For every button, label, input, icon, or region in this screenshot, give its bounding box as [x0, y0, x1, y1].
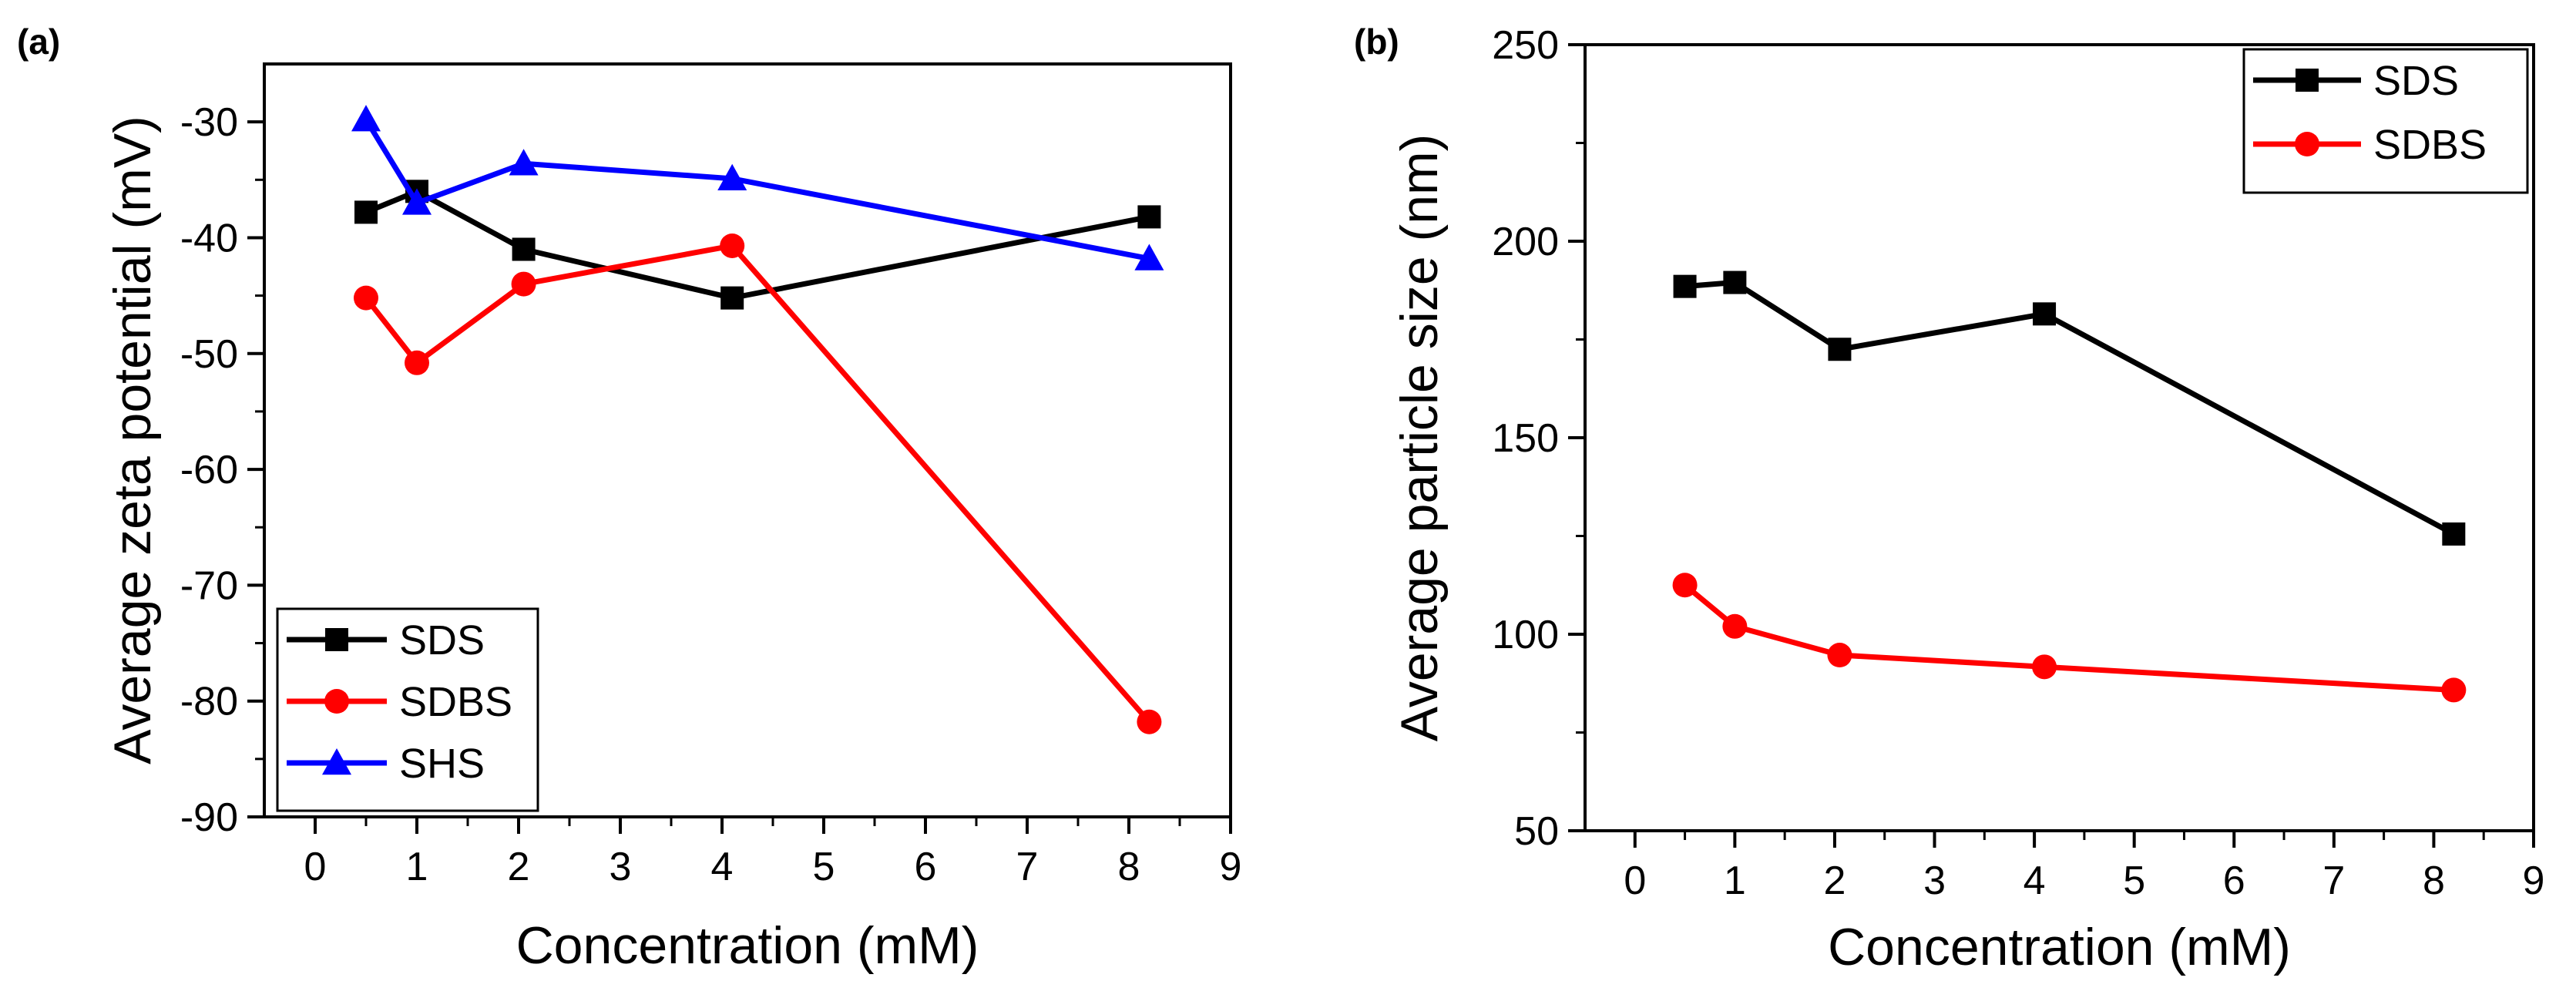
y-axis-title: Average particle size (nm) [1390, 134, 1449, 742]
legend: SDS SDBS SHS [276, 607, 539, 812]
series-sds [354, 180, 1161, 310]
y-tick-label: 50 [1514, 809, 1559, 854]
x-tick-label: 4 [711, 845, 734, 889]
legend-marker-sds [2296, 69, 2319, 92]
series-line-sds [364, 188, 1150, 301]
x-tick-label: 1 [1724, 858, 1746, 903]
data-point-sdbs [354, 285, 378, 311]
x-tick-label: 9 [1220, 845, 1242, 889]
data-point-sdbs [2032, 654, 2057, 680]
series-line-sds [1684, 280, 2455, 537]
x-tick-label: 0 [1624, 858, 1646, 903]
legend-label-sds: SDS [2373, 58, 2459, 104]
legend-label-sds: SDS [399, 617, 485, 664]
legend-marker-sds [325, 628, 348, 651]
legend-label-sdbs: SDBS [399, 679, 512, 725]
plot-frame [263, 62, 1232, 818]
legend-label-sdbs: SDBS [2373, 122, 2487, 168]
data-point-shs [351, 105, 381, 132]
data-point-sdbs [1722, 613, 1748, 639]
series-line-shs [364, 118, 1150, 261]
data-point-shs [402, 188, 432, 215]
data-point-sds [2442, 522, 2466, 546]
data-point-sdbs [2441, 677, 2467, 703]
legend-marker-sdbs [2295, 132, 2319, 156]
x-tick-label: 9 [2523, 858, 2545, 903]
x-tick-label: 3 [610, 845, 632, 889]
x-tick-label: 6 [915, 845, 937, 889]
y-tick-label: -70 [180, 563, 238, 608]
data-point-sdbs [1827, 643, 1852, 668]
y-tick-label: -40 [180, 216, 238, 260]
x-tick-label: 7 [2322, 858, 2345, 903]
y-tick-label: 200 [1492, 220, 1559, 264]
series-sdbs [1672, 573, 2467, 703]
series-sdbs [354, 233, 1162, 734]
data-point-sdbs [1137, 709, 1162, 734]
legend-marker-sdbs [324, 689, 349, 714]
series-sds [1673, 270, 2466, 546]
x-tick-label: 7 [1016, 845, 1039, 889]
y-tick-label: 100 [1492, 613, 1559, 657]
data-point-sds [1723, 270, 1747, 294]
x-tick-label: 8 [2423, 858, 2445, 903]
y-tick-label: -90 [180, 795, 238, 840]
zeta-potential-chart: (a) 0 1 2 3 4 5 6 7 8 9 -90 -80 -70 -60 -50 -40 -30 Concen… [17, 22, 1242, 975]
legend-box [276, 607, 539, 812]
x-tick-label: 6 [2223, 858, 2245, 903]
particle-size-chart: (b) 0 1 2 3 4 5 6 7 8 9 50 100 150 200 250 Concentration… [1354, 22, 2545, 976]
data-point-sdbs [720, 233, 745, 258]
legend-label-shs: SHS [399, 741, 485, 787]
panel-label: (a) [17, 22, 60, 62]
chart-panel-b: (b) 0 1 2 3 4 5 6 7 8 9 50 100 150 200 250 Concentration… [1288, 0, 2576, 1008]
data-point-sdbs [511, 271, 536, 297]
x-tick-label: 5 [2123, 858, 2145, 903]
y-tick-label: 250 [1492, 23, 1559, 68]
x-tick-label: 8 [1118, 845, 1140, 889]
data-point-sdbs [405, 350, 429, 375]
x-tick-label: 0 [304, 845, 327, 889]
x-axis-title: Concentration (mM) [516, 916, 979, 975]
data-point-sds [2033, 302, 2057, 326]
data-point-sdbs [1672, 573, 1698, 598]
data-point-sds [1828, 338, 1852, 361]
data-point-shs [509, 149, 539, 176]
x-tick-label: 2 [1823, 858, 1846, 903]
data-point-sds [512, 237, 536, 261]
data-point-sds [1673, 274, 1697, 298]
panel-label: (b) [1354, 22, 1399, 62]
data-point-shs [717, 163, 747, 191]
data-point-shs [1134, 244, 1164, 270]
data-point-sds [720, 286, 744, 310]
y-axis-title: Average zeta potential (mV) [103, 116, 162, 764]
series-shs [351, 105, 1164, 270]
legend: SDS SDBS [2242, 48, 2529, 194]
chart-panel-a: (a) 0 1 2 3 4 5 6 7 8 9 -90 -80 -70 -60 -50 -40 -30 Concen… [17, 22, 1242, 975]
x-tick-label: 3 [1923, 858, 1946, 903]
x-tick-label: 1 [406, 845, 428, 889]
x-tick-label: 4 [2024, 858, 2046, 903]
y-tick-label: -60 [180, 448, 238, 492]
legend-box [2242, 48, 2529, 194]
data-point-sds [354, 200, 378, 224]
x-tick-label: 5 [813, 845, 835, 889]
x-axis-title: Concentration (mM) [1828, 918, 2291, 976]
y-tick-label: -30 [180, 100, 238, 145]
x-tick-label: 2 [508, 845, 530, 889]
data-point-sds [1137, 205, 1161, 229]
y-tick-label: 150 [1492, 416, 1559, 461]
y-tick-label: -50 [180, 332, 238, 377]
series-line-sdbs [1683, 583, 2454, 693]
legend-marker-shs [322, 748, 351, 775]
y-tick-label: -80 [180, 680, 238, 724]
